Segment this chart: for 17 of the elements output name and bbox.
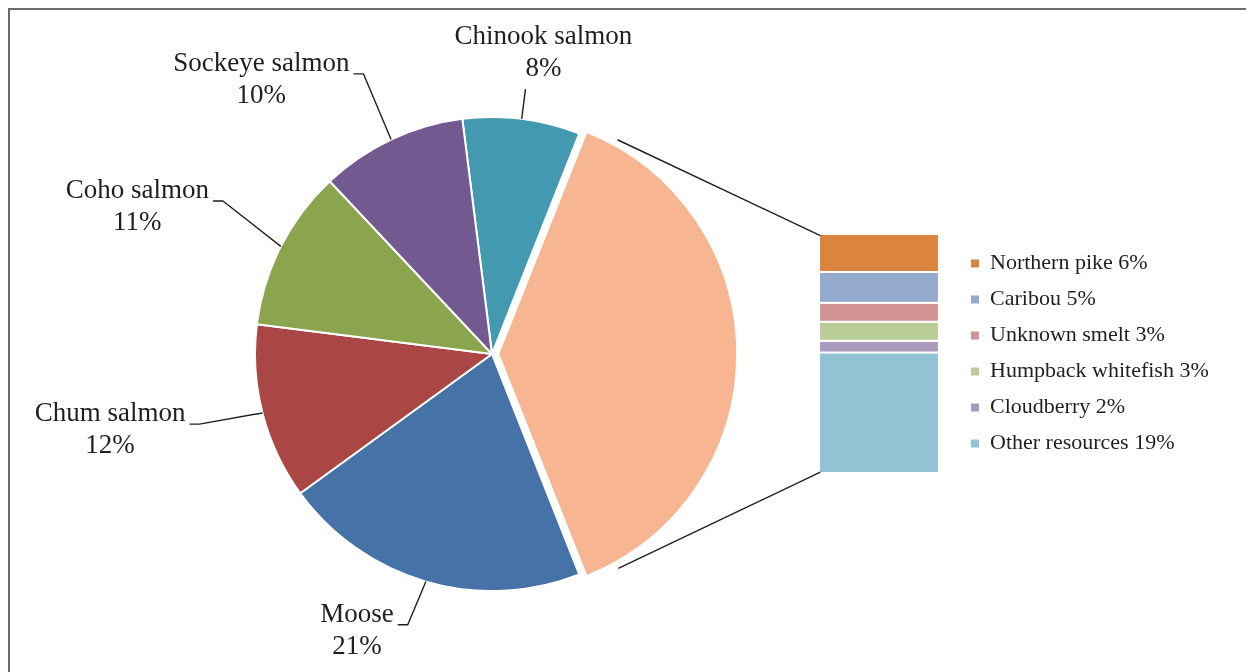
slice-label: Moose bbox=[320, 597, 394, 628]
legend-label: Unknown smelt 3% bbox=[990, 321, 1165, 347]
data-label: 11% bbox=[113, 206, 162, 237]
legend-label: Other resources 19% bbox=[990, 429, 1175, 455]
data-label: 10% bbox=[236, 78, 287, 109]
legend-label: Caribou 5% bbox=[990, 285, 1096, 311]
slice-label: Chum salmon bbox=[34, 397, 186, 428]
data-label: 12% bbox=[85, 429, 135, 460]
data-label: 8% bbox=[525, 52, 562, 83]
slice-label: Chinook salmon bbox=[454, 20, 633, 51]
slice-label: Sockeye salmon bbox=[173, 46, 350, 77]
legend-label: Humpback whitefish 3% bbox=[990, 357, 1209, 383]
data-label: 21% bbox=[332, 629, 382, 660]
legend-label: Northern pike 6% bbox=[990, 249, 1148, 275]
legend-label: Cloudberry 2% bbox=[990, 393, 1126, 419]
slice-label: Coho salmon bbox=[65, 174, 210, 205]
bar bbox=[820, 353, 938, 472]
